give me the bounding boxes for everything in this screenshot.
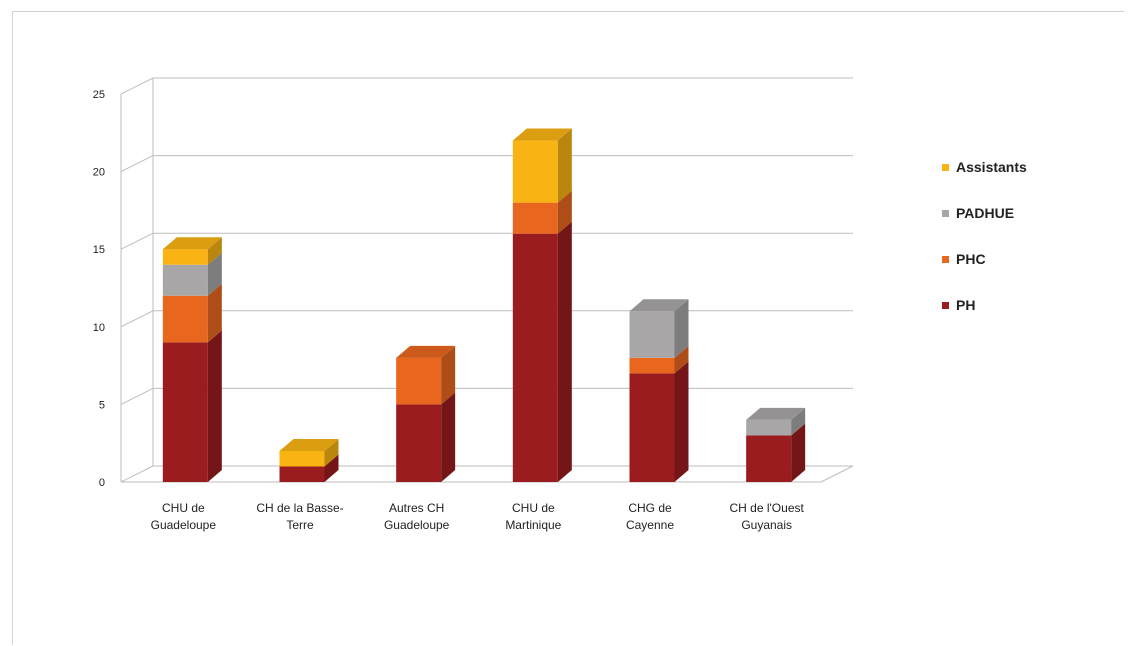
- x-category-label: Autres CH Guadeloupe: [384, 501, 450, 532]
- legend-item-ph: PH: [942, 297, 975, 313]
- bar-segment-phc: [629, 345, 689, 374]
- bar-side: [557, 190, 572, 234]
- x-category-label: CH de l'Ouest Guyanais: [730, 501, 805, 532]
- bar-front: [162, 295, 208, 343]
- legend-item-phc: PHC: [942, 251, 986, 267]
- bar-segment-ph: [279, 454, 339, 482]
- gridline-side: [120, 310, 154, 328]
- bar-side: [441, 345, 456, 405]
- chart-frame: 0 5 10 15 20 25 CHU de Guadeloupe CH de la Basse…: [12, 11, 1124, 645]
- bar-side: [324, 438, 339, 467]
- x-category-label: CHG de Cayenne: [626, 501, 674, 532]
- bar-side: [207, 237, 222, 265]
- bar-side: [791, 407, 806, 436]
- bar-segment-ph: [629, 361, 689, 482]
- y-tick-label: 20: [93, 167, 105, 179]
- legend-swatch: [942, 256, 949, 263]
- bar-front: [512, 202, 558, 234]
- bar-front: [629, 357, 675, 374]
- bar-side: [207, 252, 222, 296]
- bar-segment-phc: [512, 190, 572, 234]
- stacked-3d-bar-chart: 0 5 10 15 20 25 CHU de Guadeloupe CH de la Basse…: [93, 77, 1027, 532]
- bar-segment-assistants: [512, 128, 572, 203]
- bar-side: [557, 221, 572, 482]
- y-tick-label: 5: [99, 399, 105, 411]
- bar-front: [512, 233, 558, 482]
- y-tick-label: 25: [93, 89, 105, 101]
- bar-top: [746, 407, 806, 420]
- y-tick-label: 0: [99, 477, 105, 489]
- bar-top: [396, 345, 456, 358]
- x-category-label: CHU de Guadeloupe: [151, 501, 217, 532]
- bar-front: [279, 450, 325, 467]
- bar-segment-padhue: [162, 252, 222, 296]
- bar-side: [674, 299, 689, 358]
- bar-front: [746, 435, 792, 482]
- legend-label: PH: [956, 297, 975, 313]
- bar-side: [557, 128, 572, 203]
- legend-swatch: [942, 210, 949, 217]
- legend-swatch: [942, 302, 949, 309]
- bars: [162, 128, 806, 482]
- legend: Assistants PADHUE PHC PH: [942, 159, 1027, 313]
- bar-segment-phc: [396, 345, 456, 405]
- y-tick-label: 10: [93, 322, 105, 334]
- gridline-side: [120, 77, 154, 95]
- gridline-side: [120, 232, 154, 250]
- legend-label: PHC: [956, 251, 986, 267]
- bar-segment-assistants: [162, 237, 222, 265]
- gridline-side: [120, 465, 154, 483]
- bar-front: [162, 342, 208, 482]
- bar-front: [396, 357, 442, 405]
- legend-label: PADHUE: [956, 205, 1014, 221]
- bar-top: [512, 128, 572, 141]
- bar-segment-phc: [162, 283, 222, 343]
- gridline-side: [120, 155, 154, 173]
- legend-label: Assistants: [956, 159, 1027, 175]
- bar-front: [162, 264, 208, 296]
- bar-top: [629, 299, 689, 312]
- bar-side: [441, 392, 456, 482]
- bar-segment-ph: [512, 221, 572, 482]
- gridlines: [120, 77, 854, 483]
- legend-swatch: [942, 164, 949, 171]
- bar-top: [162, 237, 222, 250]
- bar-segment-assistants: [279, 438, 339, 467]
- bar-front: [746, 419, 792, 436]
- bar-side: [207, 283, 222, 343]
- bar-side: [207, 330, 222, 482]
- legend-item-padhue: PADHUE: [942, 205, 1014, 221]
- bar-segment-ph: [746, 423, 806, 482]
- bar-side: [324, 454, 339, 482]
- bar-front: [629, 373, 675, 482]
- y-tick-label: 15: [93, 244, 105, 256]
- bar-front: [629, 311, 675, 358]
- bar-segment-padhue: [629, 299, 689, 358]
- x-category-label: CHU de Martinique: [505, 501, 561, 532]
- x-category-label: CH de la Basse-Terre: [256, 501, 343, 532]
- bar-front: [279, 466, 325, 482]
- gridline-side: [120, 387, 154, 405]
- bar-top: [279, 438, 339, 451]
- floor-right-edge: [820, 465, 854, 483]
- bar-segment-padhue: [746, 407, 806, 436]
- legend-item-assistants: Assistants: [942, 159, 1027, 175]
- bar-side: [674, 345, 689, 374]
- bar-side: [791, 423, 806, 482]
- bar-front: [162, 249, 208, 265]
- bar-segment-ph: [162, 330, 222, 482]
- bar-front: [512, 140, 558, 203]
- bar-side: [674, 361, 689, 482]
- bar-front: [396, 404, 442, 482]
- bar-segment-ph: [396, 392, 456, 482]
